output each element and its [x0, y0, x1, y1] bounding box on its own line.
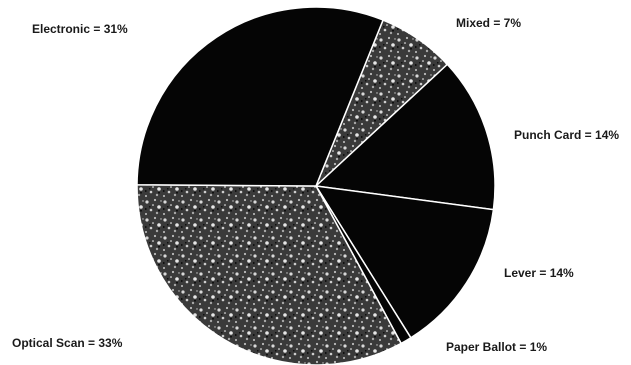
label-paper-ballot: Paper Ballot = 1%: [446, 340, 547, 354]
slice-optical-scan: [136, 183, 403, 365]
label-electronic: Electronic = 31%: [32, 22, 128, 36]
slice-lever: [314, 185, 495, 339]
slice-punch-card: [314, 63, 496, 211]
pie-labels: Mixed = 7% Punch Card = 14% Lever = 14% …: [12, 16, 619, 354]
label-mixed: Mixed = 7%: [456, 16, 521, 30]
slice-electronic: [136, 6, 385, 187]
label-punch-card: Punch Card = 14%: [514, 128, 619, 142]
label-optical-scan: Optical Scan = 33%: [12, 336, 123, 350]
pie-slices: [136, 6, 496, 365]
label-lever: Lever = 14%: [504, 266, 574, 280]
